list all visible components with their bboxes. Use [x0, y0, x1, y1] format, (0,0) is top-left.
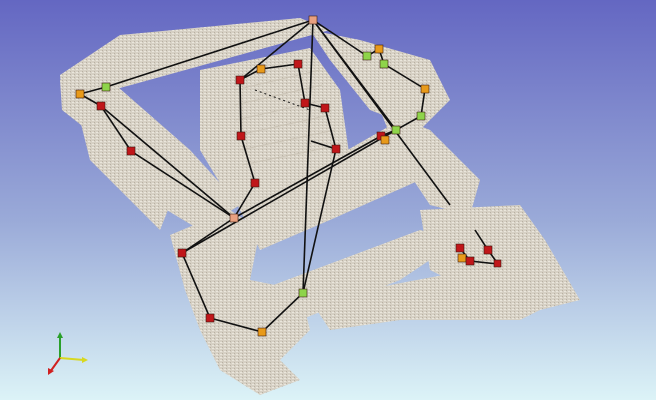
stripe: [234, 69, 321, 91]
edge: [239, 19, 314, 81]
node: [308, 15, 318, 25]
axis-arrow: [57, 332, 63, 338]
node: [374, 44, 384, 54]
stripe: [237, 114, 331, 136]
edge-path: [233, 79, 256, 219]
node: [455, 243, 465, 253]
axis-z: [49, 357, 61, 373]
node: [420, 84, 430, 94]
map-corridor: [380, 110, 480, 215]
node: [96, 101, 106, 111]
stripe: [234, 84, 323, 106]
node: [362, 51, 372, 61]
node: [235, 75, 245, 85]
node: [75, 89, 85, 99]
graph-nodes: [75, 15, 502, 337]
node: [320, 103, 330, 113]
map-room: [310, 30, 450, 130]
node: [229, 213, 239, 223]
node: [457, 253, 467, 263]
axis-arrow: [82, 357, 88, 363]
stripe: [241, 144, 341, 166]
node: [236, 131, 246, 141]
edge: [312, 19, 368, 57]
map-corridor: [230, 120, 440, 250]
edge: [312, 19, 397, 131]
stripe: [239, 129, 336, 151]
node: [250, 178, 260, 188]
node: [293, 59, 303, 69]
node: [493, 259, 502, 268]
node: [205, 313, 215, 323]
edge: [233, 135, 382, 219]
map-room: [170, 210, 310, 395]
node: [483, 245, 493, 255]
edge: [302, 19, 314, 294]
node: [177, 248, 187, 258]
axes-gizmo: [48, 332, 88, 375]
node: [331, 144, 341, 154]
graph-edges: [77, 19, 500, 333]
node: [416, 111, 426, 121]
map-corridor: [260, 230, 460, 320]
node: [380, 135, 390, 145]
map-stripes: [234, 69, 341, 166]
axis-arrow: [48, 368, 54, 375]
node: [391, 125, 401, 135]
map-corridor: [60, 18, 330, 95]
edge: [100, 105, 235, 219]
node: [257, 327, 267, 337]
node: [379, 59, 389, 69]
edge-path: [77, 19, 314, 219]
node: [256, 64, 266, 74]
map-room: [80, 120, 180, 230]
node: [298, 288, 308, 298]
node: [465, 256, 475, 266]
node: [101, 82, 111, 92]
edge: [181, 129, 397, 254]
node: [300, 98, 310, 108]
axis-x: [59, 357, 85, 361]
node: [126, 146, 136, 156]
map-corridor: [310, 270, 560, 330]
